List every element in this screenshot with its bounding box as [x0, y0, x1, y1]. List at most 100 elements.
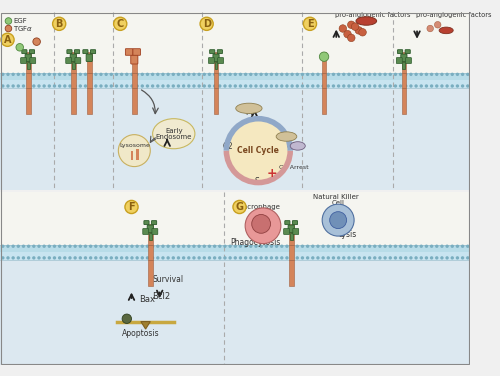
Circle shape	[118, 135, 150, 167]
Bar	[72, 62, 74, 69]
Circle shape	[16, 84, 20, 88]
Circle shape	[409, 84, 412, 88]
Text: S: S	[254, 177, 260, 186]
Text: p27Kip1: p27Kip1	[276, 134, 296, 139]
Circle shape	[53, 244, 56, 248]
Circle shape	[182, 84, 186, 88]
Circle shape	[239, 84, 242, 88]
Circle shape	[466, 256, 469, 259]
Circle shape	[427, 25, 434, 32]
Circle shape	[140, 244, 144, 248]
Bar	[0, 192, 470, 365]
Circle shape	[414, 73, 418, 76]
Circle shape	[332, 244, 335, 248]
Bar	[322, 88, 326, 114]
Circle shape	[42, 256, 46, 259]
Circle shape	[1, 84, 4, 88]
Circle shape	[404, 73, 407, 76]
Circle shape	[344, 30, 352, 38]
Circle shape	[58, 84, 61, 88]
Circle shape	[12, 73, 15, 76]
Text: Endosome: Endosome	[156, 135, 192, 141]
Circle shape	[156, 84, 160, 88]
Circle shape	[270, 84, 273, 88]
Circle shape	[420, 73, 423, 76]
Text: Lysis: Lysis	[338, 230, 356, 239]
Circle shape	[275, 73, 278, 76]
FancyBboxPatch shape	[292, 221, 298, 224]
Text: B: B	[56, 19, 63, 29]
Circle shape	[280, 256, 283, 259]
Circle shape	[378, 256, 382, 259]
Circle shape	[446, 256, 449, 259]
Text: A: A	[4, 35, 12, 45]
Circle shape	[332, 256, 335, 259]
Circle shape	[115, 84, 118, 88]
Circle shape	[125, 84, 128, 88]
Circle shape	[213, 244, 216, 248]
Circle shape	[166, 244, 170, 248]
Circle shape	[260, 73, 263, 76]
Circle shape	[218, 256, 222, 259]
Circle shape	[234, 244, 237, 248]
Circle shape	[234, 256, 237, 259]
Circle shape	[125, 256, 128, 259]
Circle shape	[440, 73, 444, 76]
Circle shape	[326, 73, 330, 76]
Circle shape	[198, 84, 201, 88]
Circle shape	[6, 244, 10, 248]
Text: Macrophage: Macrophage	[238, 204, 281, 210]
Circle shape	[84, 84, 87, 88]
Bar	[0, 244, 470, 365]
Circle shape	[63, 84, 66, 88]
Circle shape	[337, 84, 340, 88]
Circle shape	[68, 256, 71, 259]
Circle shape	[172, 84, 175, 88]
Circle shape	[187, 84, 190, 88]
Bar	[87, 88, 92, 114]
Circle shape	[301, 84, 304, 88]
Circle shape	[63, 73, 66, 76]
Circle shape	[224, 73, 226, 76]
Circle shape	[275, 256, 278, 259]
Bar	[402, 62, 406, 69]
Circle shape	[378, 73, 382, 76]
Circle shape	[162, 256, 164, 259]
Circle shape	[359, 29, 366, 36]
FancyBboxPatch shape	[398, 50, 402, 54]
Circle shape	[78, 73, 82, 76]
Circle shape	[435, 244, 438, 248]
Text: Early: Early	[165, 128, 182, 134]
Circle shape	[249, 256, 252, 259]
Circle shape	[166, 256, 170, 259]
Circle shape	[110, 244, 113, 248]
Circle shape	[388, 256, 392, 259]
Circle shape	[89, 73, 92, 76]
Circle shape	[306, 73, 310, 76]
Circle shape	[440, 256, 444, 259]
Circle shape	[394, 84, 397, 88]
Bar	[402, 73, 406, 88]
Circle shape	[414, 256, 418, 259]
Text: G: G	[236, 202, 244, 212]
Circle shape	[368, 84, 372, 88]
Circle shape	[424, 244, 428, 248]
Circle shape	[1, 73, 4, 76]
Circle shape	[244, 244, 248, 248]
Bar	[148, 244, 152, 259]
Bar	[289, 259, 294, 286]
Circle shape	[384, 244, 387, 248]
Circle shape	[362, 84, 366, 88]
Text: Cell: Cell	[332, 200, 344, 206]
Circle shape	[430, 256, 434, 259]
Circle shape	[249, 73, 252, 76]
Circle shape	[322, 204, 354, 236]
Text: Bax: Bax	[139, 294, 155, 303]
Circle shape	[301, 244, 304, 248]
Circle shape	[84, 256, 87, 259]
Circle shape	[89, 244, 92, 248]
Circle shape	[404, 256, 407, 259]
Circle shape	[1, 33, 14, 46]
Circle shape	[456, 84, 459, 88]
Circle shape	[218, 73, 222, 76]
